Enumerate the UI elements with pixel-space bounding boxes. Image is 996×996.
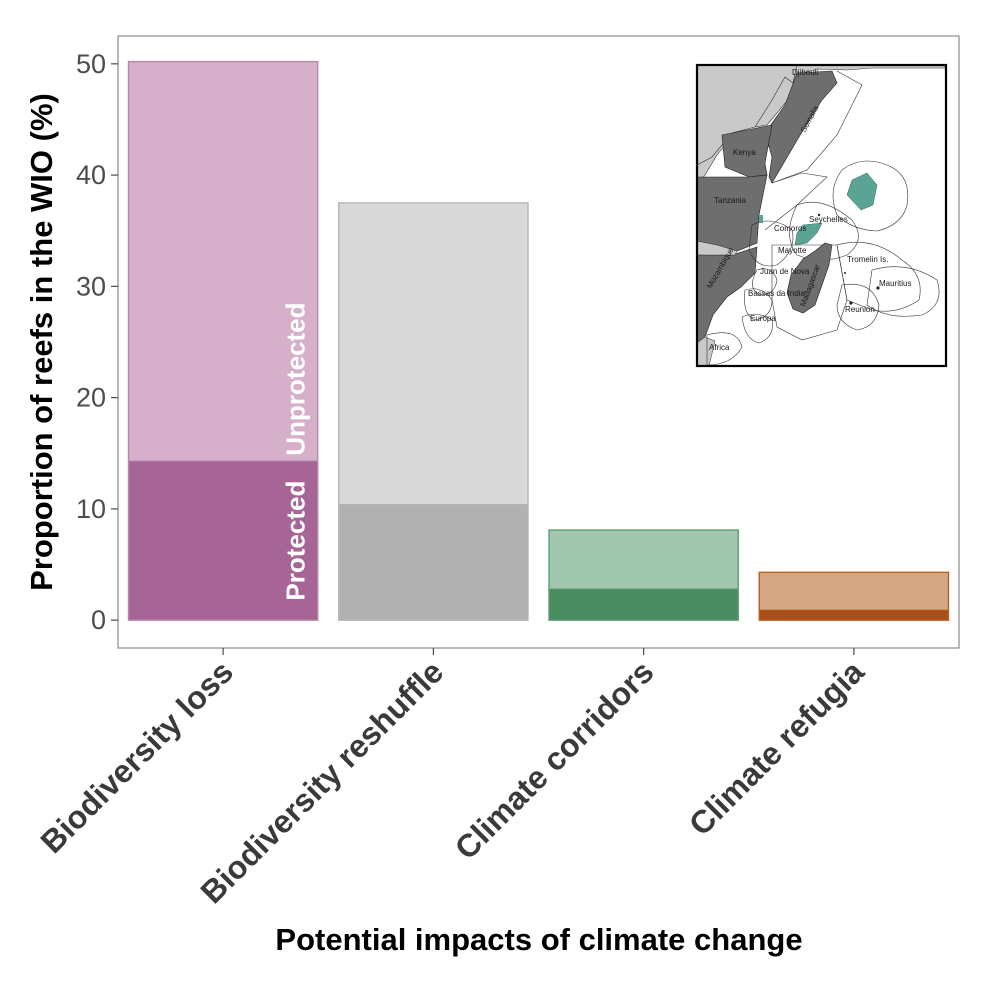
map-island-reunion	[849, 301, 853, 305]
map-label-mayotte: Mayotte	[778, 246, 807, 255]
bar-outline	[127, 60, 319, 621]
bar-protected-segment	[128, 461, 318, 621]
map-label-kenya: Kenya	[733, 148, 756, 157]
map-eez-bassas	[744, 288, 773, 321]
y-tick-label: 30	[76, 271, 106, 301]
bar-unprotected-segment	[549, 530, 739, 590]
bar-unprotected-segment	[128, 61, 318, 462]
map-interior	[697, 240, 738, 256]
y-tick-label: 50	[76, 49, 106, 79]
bar-outline	[758, 571, 950, 621]
map-island-mauritius	[876, 286, 880, 290]
y-axis-title: Proportion of reefs in the WIO (%)	[24, 93, 59, 591]
map-eez-madagascar	[771, 244, 848, 341]
bar-outline	[338, 202, 529, 621]
map-eez-europa	[741, 313, 773, 344]
y-tick-label: 0	[91, 605, 106, 635]
inset-map: Djibouti Somalia Kenya Tanzania Seychell…	[695, 63, 948, 368]
map-eez-comoros	[748, 220, 794, 267]
map-label-tromelin: Tromelin Is.	[847, 255, 889, 264]
y-tick-label: 20	[76, 383, 106, 413]
x-category-label: Climate corridors	[448, 653, 661, 866]
inset-map-svg: Djibouti Somalia Kenya Tanzania Seychell…	[697, 65, 946, 366]
map-eez-juan-de-nova	[752, 268, 778, 296]
map-label-juan-de-nova: Juan de Nova	[760, 267, 810, 276]
bar-protected-segment	[338, 504, 528, 621]
map-label-bassas-da-india: Bassas da India	[748, 289, 805, 298]
x-axis-title: Potential impacts of climate change	[275, 922, 802, 957]
map-eez-tromelin	[836, 241, 921, 312]
map-eez-mauritius	[866, 266, 940, 317]
map-eez-seychelles-south	[789, 201, 859, 261]
map-label-djibouti: Djibouti	[792, 68, 819, 77]
x-category-label: Biodiversity loss	[34, 653, 241, 860]
bars	[127, 60, 950, 621]
map-protected-area-seychelles	[846, 172, 878, 211]
map-tanzania	[697, 174, 768, 252]
map-eez-somalia	[771, 70, 863, 184]
map-eez-africa-south	[706, 332, 743, 366]
map-eez-reunion	[836, 283, 880, 331]
map-label-europa: Europa	[750, 314, 776, 323]
protected-segment-label: Protected	[281, 481, 311, 601]
map-label-tanzania: Tanzania	[714, 196, 747, 205]
y-tick-label: 40	[76, 160, 106, 190]
bar-unprotected-segment	[338, 202, 528, 505]
bar-unprotected-segment	[759, 572, 949, 611]
map-south-africa	[697, 336, 716, 366]
y-axis: 0 10 20 30 40 50	[76, 49, 118, 635]
map-label-seychelles: Seychelles	[809, 215, 848, 224]
unprotected-segment-label: Unprotected	[281, 302, 311, 455]
x-category-label: Biodiversity reshuffle	[194, 653, 451, 910]
map-island-seychelles	[817, 213, 821, 217]
map-label-mauritius: Mauritius	[879, 279, 911, 288]
map-label-reunion: Reunion	[845, 305, 875, 314]
map-label-comoros: Comoros	[774, 224, 806, 233]
y-tick-label: 10	[76, 494, 106, 524]
inset-map-frame	[695, 63, 948, 368]
map-land-ethiopia	[697, 65, 798, 166]
map-label-africa: Africa	[709, 343, 730, 352]
x-category-label: Climate refugia	[682, 653, 871, 842]
bar-protected-segment	[759, 610, 949, 621]
map-island-tromelin	[844, 272, 846, 274]
bar-outline	[548, 529, 739, 621]
map-madagascar	[786, 242, 833, 314]
map-protected-area-coast	[759, 215, 763, 223]
map-eez-seychelles-north	[832, 160, 909, 232]
bar-protected-segment	[549, 589, 739, 621]
map-eez-kenya	[764, 172, 828, 231]
map-protected-area-comoros	[794, 222, 823, 246]
